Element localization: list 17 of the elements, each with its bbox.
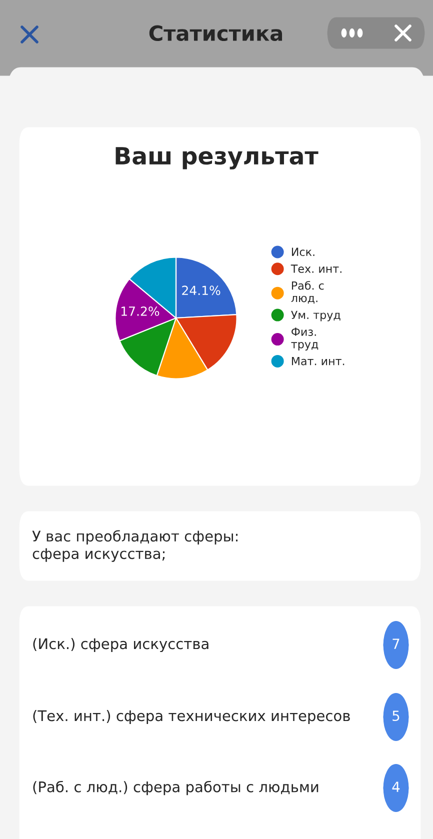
text: (Тех. инт.) сфера технических интересов xyxy=(33,710,350,724)
text: 4 xyxy=(392,782,400,792)
data-label: 24.1% xyxy=(182,286,220,296)
chart-title: Ваш результат xyxy=(116,147,318,170)
legend-label: Ум. труд xyxy=(291,310,340,322)
text: 7 xyxy=(392,638,400,649)
legend-label: Иск. xyxy=(292,248,314,256)
text: 5 xyxy=(392,710,400,722)
legend-label: Мат. инт. xyxy=(292,356,344,366)
text: (Раб. с люд.) сфера работы с людьми xyxy=(33,780,318,796)
text: Статистика xyxy=(149,25,282,42)
legend-label: Тех. инт. xyxy=(290,264,342,273)
legend-label: Раб. с люд. xyxy=(291,280,324,304)
text: У вас преобладают сферы: сфера искусства; xyxy=(32,530,238,562)
legend-label: Физ. труд xyxy=(291,328,318,351)
data-label: 17.2% xyxy=(121,306,160,316)
text: (Иск.) сфера искусства xyxy=(33,638,208,652)
